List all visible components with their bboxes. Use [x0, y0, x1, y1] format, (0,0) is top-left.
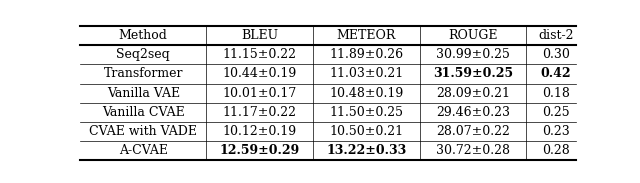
Text: Seq2seq: Seq2seq	[116, 48, 170, 61]
Text: dist-2: dist-2	[538, 29, 574, 42]
Text: 0.18: 0.18	[542, 87, 570, 100]
Text: Vanilla VAE: Vanilla VAE	[107, 87, 180, 100]
Text: 30.72±0.28: 30.72±0.28	[436, 144, 510, 157]
Text: CVAE with VADE: CVAE with VADE	[89, 125, 197, 138]
Text: 11.17±0.22: 11.17±0.22	[223, 106, 297, 119]
Text: 30.99±0.25: 30.99±0.25	[436, 48, 510, 61]
Text: METEOR: METEOR	[337, 29, 396, 42]
Text: 11.50±0.25: 11.50±0.25	[330, 106, 403, 119]
Text: 10.48±0.19: 10.48±0.19	[330, 87, 404, 100]
Text: Vanilla CVAE: Vanilla CVAE	[102, 106, 184, 119]
Text: 12.59±0.29: 12.59±0.29	[220, 144, 300, 157]
Text: 10.50±0.21: 10.50±0.21	[330, 125, 403, 138]
Text: BLEU: BLEU	[241, 29, 278, 42]
Text: 13.22±0.33: 13.22±0.33	[326, 144, 406, 157]
Text: 0.23: 0.23	[542, 125, 570, 138]
Text: 29.46±0.23: 29.46±0.23	[436, 106, 510, 119]
Text: Transformer: Transformer	[104, 68, 183, 81]
Text: 28.07±0.22: 28.07±0.22	[436, 125, 510, 138]
Text: 0.25: 0.25	[542, 106, 570, 119]
Text: 31.59±0.25: 31.59±0.25	[433, 68, 513, 81]
Text: 0.42: 0.42	[541, 68, 572, 81]
Text: 28.09±0.21: 28.09±0.21	[436, 87, 510, 100]
Text: 11.89±0.26: 11.89±0.26	[330, 48, 403, 61]
Text: 0.30: 0.30	[542, 48, 570, 61]
Text: 0.28: 0.28	[542, 144, 570, 157]
Text: 11.03±0.21: 11.03±0.21	[330, 68, 404, 81]
Text: A-CVAE: A-CVAE	[119, 144, 168, 157]
Text: ROUGE: ROUGE	[449, 29, 498, 42]
Text: 10.01±0.17: 10.01±0.17	[223, 87, 297, 100]
Text: 10.44±0.19: 10.44±0.19	[223, 68, 297, 81]
Text: 11.15±0.22: 11.15±0.22	[223, 48, 297, 61]
Text: Method: Method	[119, 29, 168, 42]
Text: 10.12±0.19: 10.12±0.19	[223, 125, 297, 138]
